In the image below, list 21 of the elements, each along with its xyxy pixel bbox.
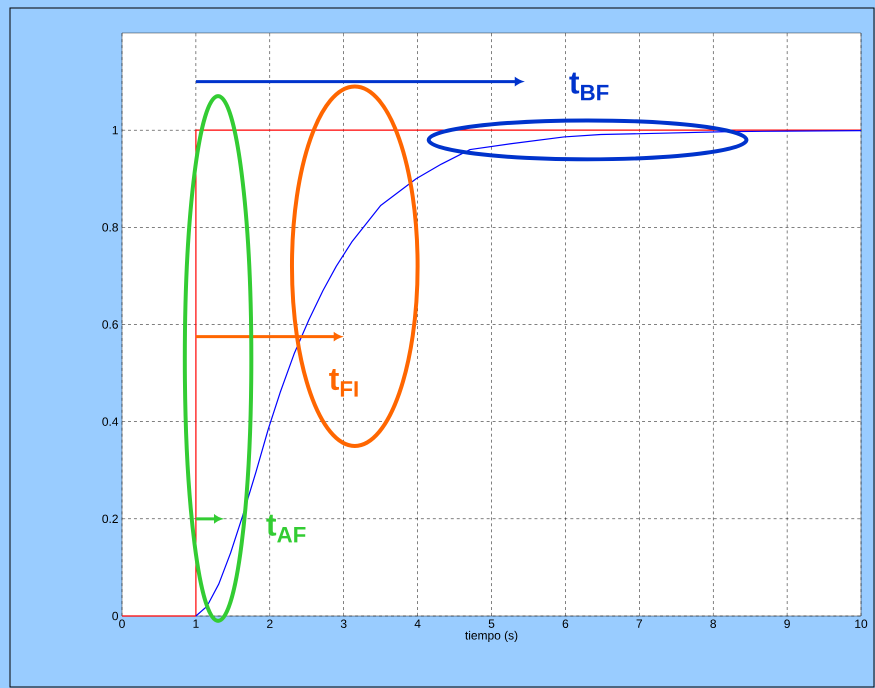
x-tick-label: 2 [267, 620, 273, 628]
x-tick-label: 5 [488, 620, 494, 628]
y-tick-label: 0 [112, 612, 118, 620]
y-tick-label: 0.2 [102, 514, 118, 524]
x-tick-label: 0 [119, 620, 125, 628]
y-tick-label: 1 [112, 126, 118, 134]
x-tick-label: 7 [636, 620, 642, 628]
x-axis-title: tiempo (s) [465, 630, 518, 642]
annotation: t$_{AF}$ [266, 514, 306, 542]
x-tick-label: 8 [710, 620, 716, 628]
x-tick-label: 4 [414, 620, 421, 628]
x-tick-label: 1 [193, 620, 199, 628]
x-tick-label: 10 [855, 620, 868, 628]
x-tick-label: 9 [784, 620, 790, 628]
y-tick-label: 0.8 [102, 223, 118, 232]
x-tick-label: 6 [562, 620, 568, 628]
y-tick-label: 0.4 [102, 417, 118, 426]
annotation: t$_{BF}$ [569, 72, 608, 100]
y-tick-label: 0.6 [102, 320, 118, 329]
x-tick-label: 3 [340, 620, 347, 628]
annotation: t$_{FI}$ [329, 368, 358, 397]
